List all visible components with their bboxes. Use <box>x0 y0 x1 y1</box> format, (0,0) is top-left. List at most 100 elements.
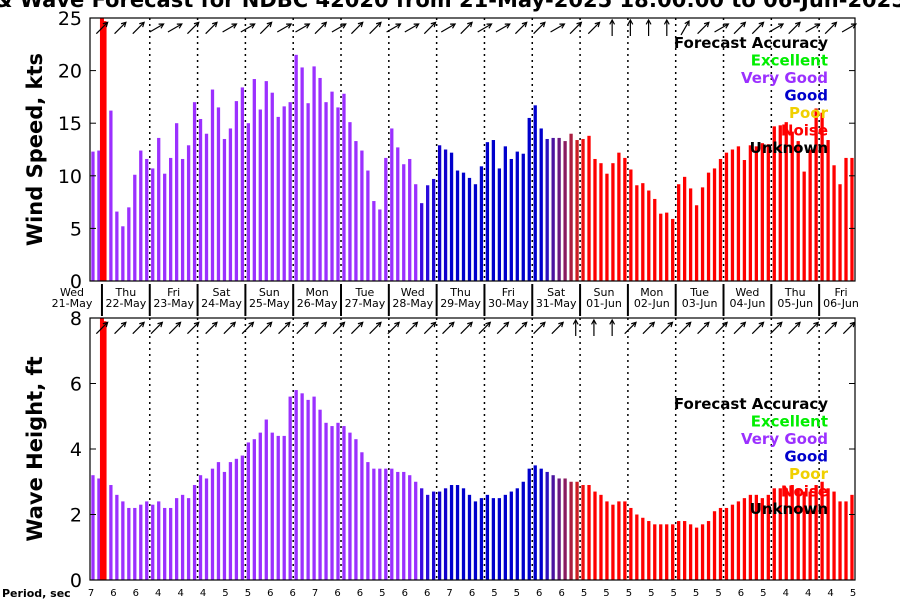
wind-bar <box>593 158 597 281</box>
wave-bar <box>396 471 400 580</box>
day-weekday-label: Thu <box>449 286 471 299</box>
wave-bar <box>635 514 639 580</box>
wave-bar <box>408 475 412 580</box>
direction-arrow <box>168 321 182 335</box>
direction-arrow <box>645 18 652 36</box>
wind-bar <box>736 146 741 281</box>
wind-bar <box>617 152 621 281</box>
wave-bar <box>372 468 376 580</box>
wind-bar <box>790 131 794 281</box>
direction-arrow <box>222 23 238 33</box>
wind-bar <box>724 152 729 281</box>
wave-bar <box>521 481 525 580</box>
wave-bar <box>694 527 699 580</box>
wave-bar <box>766 494 770 580</box>
wind-bar <box>426 185 430 281</box>
wind-bar <box>378 209 382 281</box>
wind-bar <box>623 157 627 281</box>
direction-arrow <box>609 318 616 336</box>
direction-arrow <box>514 321 528 335</box>
day-date-label: 29-May <box>440 297 481 310</box>
wind-bar <box>461 172 466 281</box>
wave-bar <box>115 494 119 580</box>
wind-bar <box>509 158 513 281</box>
wind-bar <box>671 218 675 281</box>
day-date-label: 30-May <box>488 297 529 310</box>
wave-bar <box>832 491 836 580</box>
period-label: Period, sec <box>2 587 71 600</box>
wave-bar <box>467 494 472 580</box>
y-tick-label: 6 <box>70 374 82 396</box>
wave-bar <box>659 524 663 580</box>
wind-bar <box>342 93 346 282</box>
period-value: 5 <box>626 588 632 599</box>
wave-bar <box>563 478 567 580</box>
wind-bar <box>778 125 782 281</box>
wave-bar <box>844 501 848 580</box>
direction-arrow <box>386 23 402 33</box>
wind-bar <box>533 105 537 281</box>
direction-arrow <box>805 23 821 33</box>
wind-bar <box>575 140 579 281</box>
direction-arrow <box>841 23 858 33</box>
period-value: 6 <box>334 588 340 599</box>
day-date-label: 27-May <box>345 297 386 310</box>
day-weekday-label: Sat <box>547 286 566 299</box>
direction-arrow <box>788 21 801 35</box>
wind-bar <box>180 158 185 281</box>
wind-bar <box>647 190 651 281</box>
wind-bar <box>605 173 609 281</box>
legend-entry: Excellent <box>751 413 828 431</box>
wave-bar <box>581 485 585 580</box>
wind-bar <box>641 183 645 281</box>
y-tick-label: 20 <box>58 61 82 83</box>
wave-bar <box>264 419 268 580</box>
direction-arrow <box>423 21 437 35</box>
direction-arrow <box>95 21 109 35</box>
day-date-label: 22-May <box>106 297 147 310</box>
wind-bar <box>551 137 555 281</box>
wave-bar <box>784 488 788 580</box>
wind-bar <box>802 171 806 281</box>
wind-bar <box>527 117 531 281</box>
wave-bar <box>426 494 430 580</box>
wind-bar <box>336 107 340 281</box>
wind-bar <box>832 165 836 281</box>
wave-bar <box>557 478 561 580</box>
legend-title: Forecast Accuracy <box>674 34 828 52</box>
wave-bar <box>294 390 298 580</box>
wind-bar <box>169 157 173 281</box>
wave-bar <box>599 494 603 580</box>
wind-bar <box>408 158 412 281</box>
wave-bar <box>431 491 436 580</box>
wave-bar <box>437 491 442 580</box>
period-value: 5 <box>715 588 721 599</box>
wind-bar <box>300 67 304 281</box>
wind-bar <box>682 176 687 281</box>
wind-bar <box>372 201 376 281</box>
period-value: 6 <box>536 588 542 599</box>
wave-bar <box>569 481 573 580</box>
direction-arrow <box>223 321 237 335</box>
wave-bar <box>682 521 687 580</box>
wave-bar <box>617 501 621 580</box>
wave-bar <box>151 504 155 580</box>
wave-bar <box>814 485 818 580</box>
wind-bar <box>826 140 830 281</box>
period-value: 6 <box>290 588 296 599</box>
day-weekday-label: Tue <box>355 286 375 299</box>
wind-bar <box>414 184 418 281</box>
period-value: 4 <box>155 588 161 599</box>
period-value: 5 <box>648 588 654 599</box>
direction-arrow <box>609 18 616 36</box>
y-axis-label: Wind Speed, kts <box>23 53 47 246</box>
legend-entry: Good <box>784 448 828 466</box>
period-row: Period, sec 7 6 6 4 4 4 5 5 6 6 7 6 6 5 6 6 7 6 5 5 6 6 5 5 5 5 5 5 5… <box>2 587 856 600</box>
wave-bar <box>180 494 185 580</box>
direction-arrow <box>697 21 710 35</box>
direction-arrow <box>404 23 420 33</box>
direction-arrow <box>806 321 820 335</box>
wave-bar <box>479 498 484 581</box>
wind-bar <box>772 126 776 281</box>
legend-entry: Noise <box>781 122 828 140</box>
